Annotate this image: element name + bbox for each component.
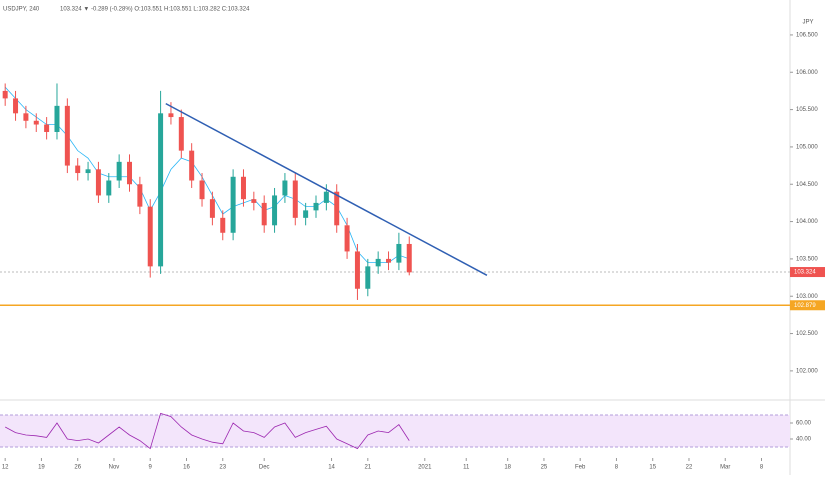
candle-body bbox=[44, 124, 50, 132]
ma-line bbox=[4, 86, 410, 264]
x-tick-label: 8 bbox=[760, 465, 764, 471]
y-tick-label: 106.000 bbox=[796, 70, 818, 76]
candle-body bbox=[33, 120, 39, 125]
candle-body bbox=[220, 217, 226, 233]
y-tick-label: 105.000 bbox=[796, 144, 818, 150]
x-tick-label: 12 bbox=[2, 465, 9, 471]
y-tick-label: 105.500 bbox=[796, 107, 818, 113]
candle-body bbox=[323, 191, 329, 203]
x-tick-label: Nov bbox=[109, 465, 120, 471]
candle-body bbox=[261, 202, 267, 226]
candle-body bbox=[354, 251, 360, 289]
candle-body bbox=[209, 199, 215, 218]
x-tick-label: Dec bbox=[259, 465, 270, 471]
rsi-line bbox=[4, 412, 410, 450]
candle-body bbox=[2, 90, 8, 99]
x-tick-label: 9 bbox=[149, 465, 153, 471]
candle-body bbox=[116, 161, 122, 181]
x-tick-label: 25 bbox=[541, 465, 548, 471]
candle-body bbox=[375, 258, 381, 267]
support-label: 102.879 bbox=[794, 303, 816, 309]
trendline bbox=[165, 102, 488, 276]
candle-body bbox=[64, 105, 70, 166]
rsi-band-bg bbox=[0, 415, 790, 447]
candle-body bbox=[168, 113, 174, 118]
candle-body bbox=[106, 180, 112, 196]
header-values: 103.324 ▼ -0.289 (-0.28%) O:103.551 H:10… bbox=[60, 7, 250, 13]
x-tick-label: 16 bbox=[183, 465, 190, 471]
candle-body bbox=[240, 176, 246, 200]
x-tick-label: 11 bbox=[463, 465, 470, 471]
x-tick-label: 26 bbox=[74, 465, 81, 471]
candle-body bbox=[251, 199, 257, 203]
candle-body bbox=[292, 180, 298, 218]
x-tick-label: 23 bbox=[219, 465, 226, 471]
y-tick-label: 103.000 bbox=[796, 294, 818, 300]
rsi-tick-label: 40.00 bbox=[796, 437, 812, 443]
candle-body bbox=[95, 169, 101, 196]
candle-body bbox=[272, 195, 278, 226]
candle-body bbox=[303, 210, 309, 218]
y-tick-label: 104.000 bbox=[796, 219, 818, 225]
x-tick-label: Feb bbox=[575, 465, 586, 471]
y-tick-label: 104.500 bbox=[796, 182, 818, 188]
last-price-label: 103.324 bbox=[794, 270, 816, 276]
candle-body bbox=[334, 191, 340, 226]
candle-body bbox=[178, 117, 184, 151]
candle-body bbox=[396, 243, 402, 263]
x-tick-label: 21 bbox=[364, 465, 371, 471]
candle-body bbox=[365, 266, 371, 289]
candle-body bbox=[406, 243, 412, 273]
symbol-title: USDJPY, 240 bbox=[3, 7, 40, 13]
x-tick-label: 15 bbox=[649, 465, 656, 471]
y-tick-label: 102.000 bbox=[796, 368, 818, 374]
candle-body bbox=[386, 258, 392, 263]
x-tick-label: 8 bbox=[615, 465, 619, 471]
support-label-bg bbox=[790, 300, 825, 311]
currency-label: JPY bbox=[802, 20, 813, 26]
last-price-bg bbox=[790, 267, 825, 278]
x-tick-label: 2021 bbox=[418, 465, 432, 471]
candle-body bbox=[137, 184, 143, 207]
candle-body bbox=[344, 225, 350, 252]
candle-body bbox=[85, 169, 91, 174]
candle-body bbox=[23, 113, 29, 121]
x-tick-label: Mar bbox=[720, 465, 730, 471]
candle-body bbox=[54, 105, 60, 132]
candle-body bbox=[189, 150, 195, 181]
candle-body bbox=[230, 176, 236, 233]
candle-body bbox=[199, 180, 205, 200]
candle-body bbox=[147, 206, 153, 267]
y-tick-label: 106.500 bbox=[796, 33, 818, 39]
candle-body bbox=[127, 161, 133, 185]
x-tick-label: 14 bbox=[328, 465, 335, 471]
y-tick-label: 103.500 bbox=[796, 256, 818, 262]
x-tick-label: 18 bbox=[504, 465, 511, 471]
rsi-tick-label: 60.00 bbox=[796, 421, 812, 427]
y-tick-label: 102.500 bbox=[796, 331, 818, 337]
x-tick-label: 19 bbox=[38, 465, 45, 471]
candle-body bbox=[75, 165, 81, 174]
x-tick-label: 22 bbox=[686, 465, 693, 471]
candle-body bbox=[13, 98, 19, 114]
candle-body bbox=[313, 202, 319, 211]
candle-body bbox=[158, 113, 164, 267]
candle-body bbox=[282, 180, 288, 196]
